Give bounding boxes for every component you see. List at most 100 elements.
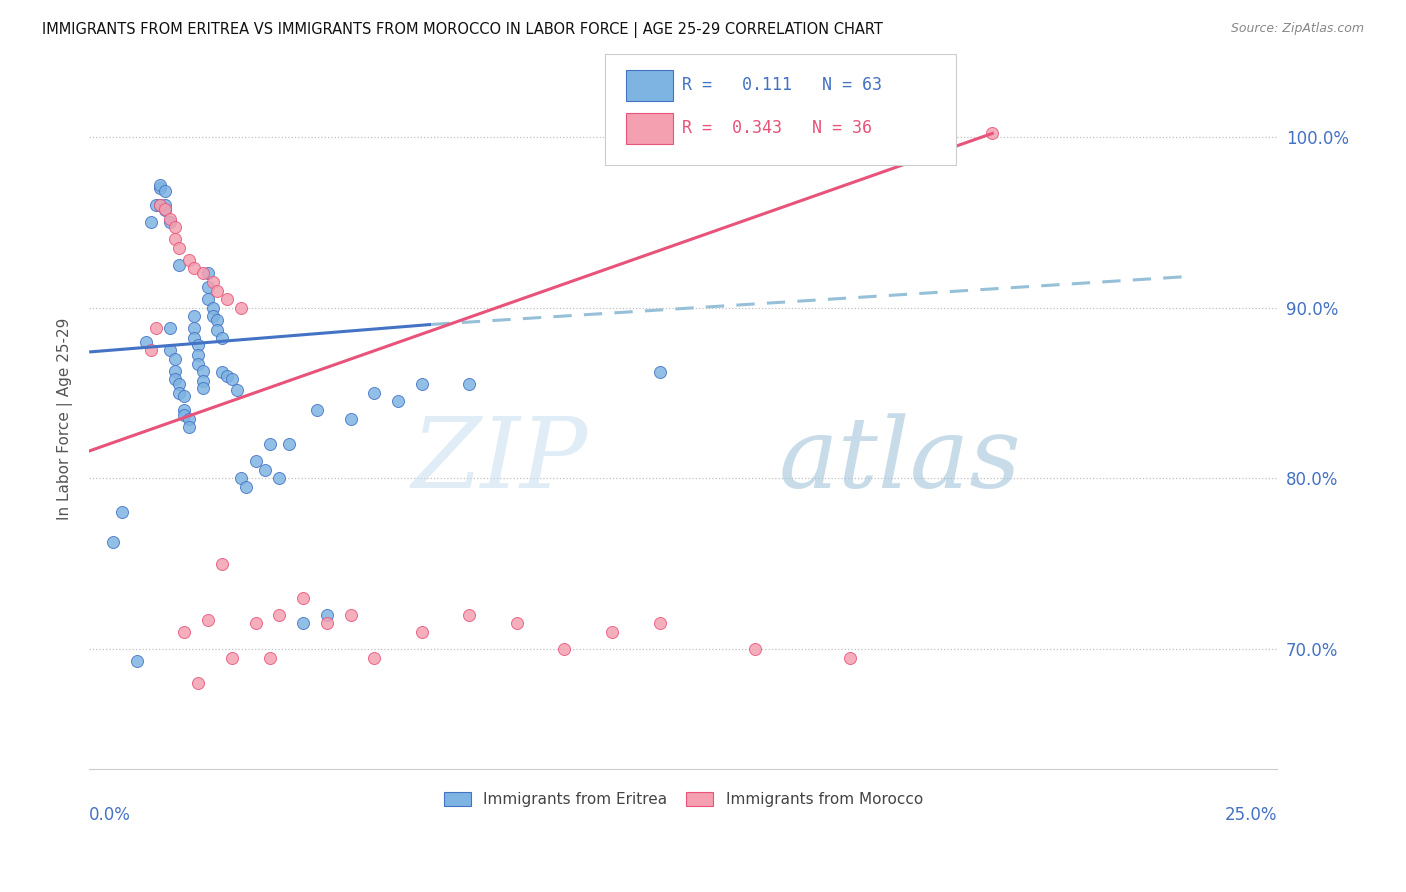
Point: [458, 377, 481, 392]
Point: [183, 261, 205, 276]
Point: [207, 323, 229, 337]
Point: [149, 181, 172, 195]
Point: [193, 381, 215, 395]
Point: [201, 301, 224, 315]
Text: ZIP: ZIP: [412, 413, 588, 508]
Point: [197, 292, 219, 306]
Point: [744, 642, 766, 657]
Point: [269, 607, 291, 622]
Point: [211, 331, 233, 345]
Point: [648, 616, 671, 631]
Point: [177, 411, 200, 425]
Text: Source: ZipAtlas.com: Source: ZipAtlas.com: [1230, 22, 1364, 36]
Point: [315, 607, 337, 622]
Point: [149, 198, 172, 212]
Point: [197, 280, 219, 294]
Point: [169, 241, 191, 255]
Point: [163, 232, 186, 246]
Point: [197, 613, 219, 627]
Text: IMMIGRANTS FROM ERITREA VS IMMIGRANTS FROM MOROCCO IN LABOR FORCE | AGE 25-29 CO: IMMIGRANTS FROM ERITREA VS IMMIGRANTS FR…: [42, 22, 883, 38]
Point: [169, 377, 191, 392]
Point: [187, 338, 209, 352]
Text: 25.0%: 25.0%: [1225, 806, 1278, 824]
Point: [411, 377, 433, 392]
Point: [125, 654, 148, 668]
Point: [139, 343, 162, 358]
Point: [187, 348, 209, 362]
Point: [193, 364, 215, 378]
Point: [183, 321, 205, 335]
Point: [201, 275, 224, 289]
Text: R =   0.111   N = 63: R = 0.111 N = 63: [682, 76, 882, 94]
Point: [245, 454, 267, 468]
Point: [163, 220, 186, 235]
Point: [269, 471, 291, 485]
Point: [187, 676, 209, 690]
Point: [363, 386, 385, 401]
Point: [411, 625, 433, 640]
Text: 0.0%: 0.0%: [89, 806, 131, 824]
Point: [211, 366, 233, 380]
Legend: Immigrants from Eritrea, Immigrants from Morocco: Immigrants from Eritrea, Immigrants from…: [437, 786, 929, 814]
Point: [173, 625, 195, 640]
Point: [292, 616, 315, 631]
Point: [173, 389, 195, 403]
Point: [215, 292, 238, 306]
Point: [159, 215, 181, 229]
Point: [245, 616, 267, 631]
Point: [221, 372, 243, 386]
Point: [193, 267, 215, 281]
Point: [225, 383, 247, 397]
Text: R =  0.343   N = 36: R = 0.343 N = 36: [682, 119, 872, 136]
Point: [339, 607, 361, 622]
Point: [169, 258, 191, 272]
Point: [183, 309, 205, 323]
Point: [253, 463, 276, 477]
Point: [600, 625, 623, 640]
Point: [307, 403, 329, 417]
Point: [315, 616, 337, 631]
Point: [648, 366, 671, 380]
Point: [155, 185, 177, 199]
Point: [163, 351, 186, 366]
Point: [177, 252, 200, 267]
Point: [145, 321, 167, 335]
Point: [169, 386, 191, 401]
Point: [221, 650, 243, 665]
Point: [155, 202, 177, 216]
Point: [145, 198, 167, 212]
Point: [163, 372, 186, 386]
Point: [163, 364, 186, 378]
Point: [135, 334, 157, 349]
Point: [159, 211, 181, 226]
Point: [187, 357, 209, 371]
Point: [838, 650, 860, 665]
Point: [193, 374, 215, 388]
Point: [277, 437, 299, 451]
Point: [553, 642, 575, 657]
Point: [259, 437, 281, 451]
Point: [111, 506, 134, 520]
Text: atlas: atlas: [779, 413, 1021, 508]
Point: [201, 309, 224, 323]
Point: [506, 616, 529, 631]
Point: [235, 480, 257, 494]
Point: [173, 408, 195, 422]
Point: [363, 650, 385, 665]
Point: [183, 331, 205, 345]
Point: [155, 198, 177, 212]
Point: [177, 420, 200, 434]
Point: [101, 534, 124, 549]
Point: [292, 591, 315, 605]
Point: [211, 557, 233, 571]
Point: [149, 178, 172, 192]
Point: [207, 312, 229, 326]
Point: [981, 127, 1004, 141]
Point: [215, 368, 238, 383]
Point: [197, 267, 219, 281]
Point: [159, 343, 181, 358]
Point: [155, 203, 177, 218]
Point: [207, 284, 229, 298]
Point: [259, 650, 281, 665]
Point: [231, 301, 253, 315]
